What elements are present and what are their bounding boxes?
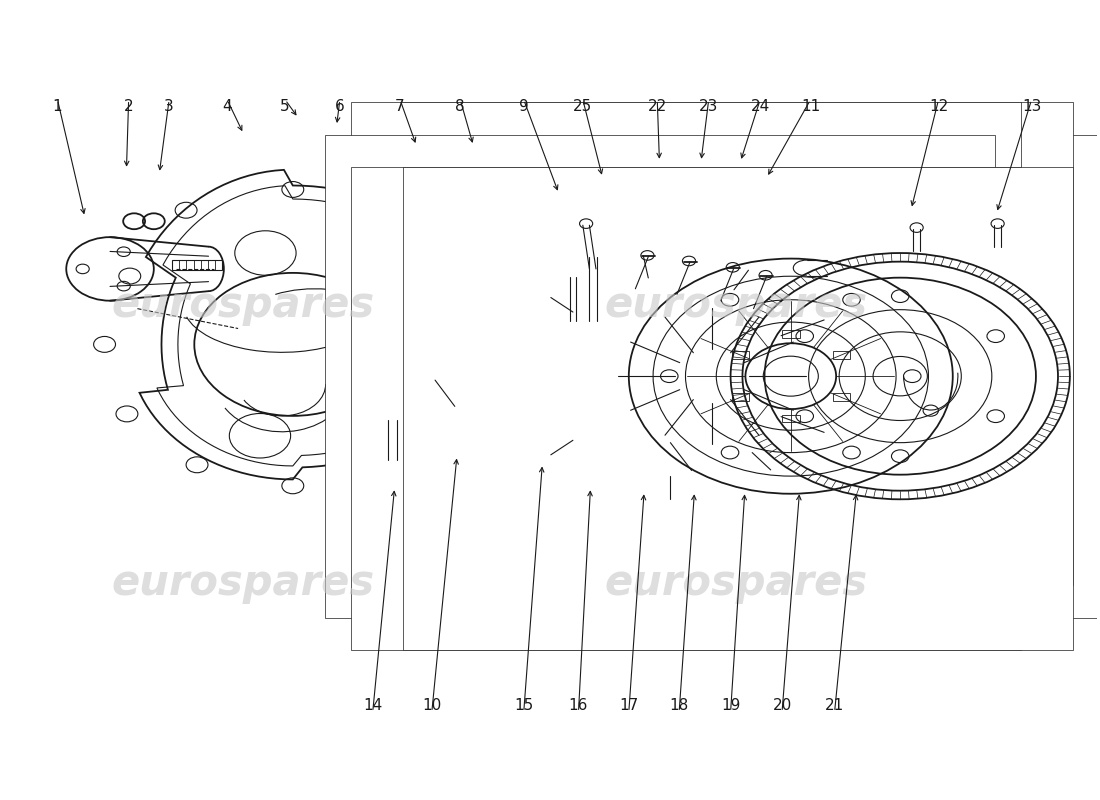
FancyBboxPatch shape bbox=[351, 167, 1021, 650]
Text: 13: 13 bbox=[1022, 98, 1042, 114]
FancyBboxPatch shape bbox=[351, 102, 1021, 585]
FancyBboxPatch shape bbox=[326, 134, 996, 618]
Text: eurospares: eurospares bbox=[112, 284, 375, 326]
Text: 17: 17 bbox=[619, 698, 638, 714]
Text: 21: 21 bbox=[825, 698, 844, 714]
Text: 12: 12 bbox=[928, 98, 948, 114]
Text: 5: 5 bbox=[280, 98, 290, 114]
Text: eurospares: eurospares bbox=[605, 562, 868, 604]
Text: 2: 2 bbox=[124, 98, 133, 114]
Text: 4: 4 bbox=[222, 98, 232, 114]
Text: 25: 25 bbox=[573, 98, 593, 114]
Text: 9: 9 bbox=[519, 98, 529, 114]
FancyBboxPatch shape bbox=[403, 102, 1072, 585]
Text: 16: 16 bbox=[569, 698, 589, 714]
Text: eurospares: eurospares bbox=[112, 562, 375, 604]
Text: 23: 23 bbox=[698, 98, 718, 114]
Text: 1: 1 bbox=[53, 98, 63, 114]
Text: 18: 18 bbox=[670, 698, 689, 714]
Text: 22: 22 bbox=[648, 98, 667, 114]
Text: 7: 7 bbox=[395, 98, 405, 114]
Text: 11: 11 bbox=[801, 98, 821, 114]
Text: 3: 3 bbox=[164, 98, 174, 114]
Text: 20: 20 bbox=[772, 698, 792, 714]
Text: eurospares: eurospares bbox=[605, 284, 868, 326]
Text: 6: 6 bbox=[336, 98, 344, 114]
Text: 15: 15 bbox=[514, 698, 534, 714]
Text: 24: 24 bbox=[750, 98, 770, 114]
FancyBboxPatch shape bbox=[403, 167, 1072, 650]
FancyBboxPatch shape bbox=[429, 134, 1099, 618]
Text: 8: 8 bbox=[455, 98, 465, 114]
Text: 19: 19 bbox=[720, 698, 740, 714]
Text: 10: 10 bbox=[422, 698, 441, 714]
Text: 14: 14 bbox=[363, 698, 383, 714]
